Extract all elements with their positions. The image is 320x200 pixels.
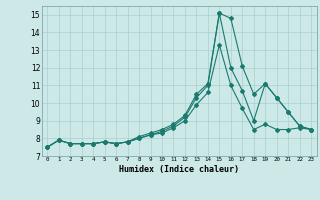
X-axis label: Humidex (Indice chaleur): Humidex (Indice chaleur) [119,165,239,174]
